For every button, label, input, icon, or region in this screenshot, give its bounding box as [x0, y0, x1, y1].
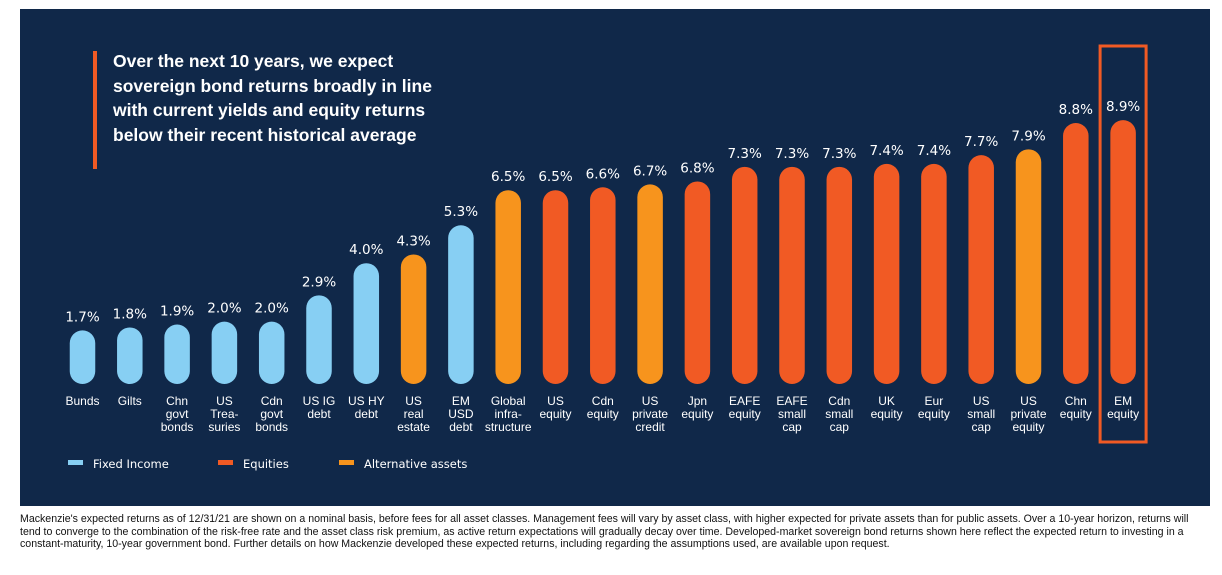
- value-label-eur-equity: 7.4%: [917, 143, 951, 159]
- chart-area: 1.7% Bunds 1.8% Gilts 1.9% Chn govt bonds 2.0% US…: [65, 44, 1148, 471]
- bar-chn-govt-bonds: [164, 324, 190, 384]
- value-label-cdn-equity: 6.6%: [586, 166, 620, 182]
- value-label-jpn-equity: 6.8%: [680, 160, 714, 176]
- value-label-global-infra-structure: 6.5%: [491, 169, 525, 185]
- category-label-us-equity: US equity: [539, 394, 571, 421]
- legend-swatch-fixed-income: [68, 460, 83, 465]
- value-label-gilts: 1.8%: [113, 306, 147, 322]
- value-label-cdn-govt-bonds: 2.0%: [255, 301, 289, 317]
- bar-eafe-equity: [731, 166, 758, 384]
- bar-us-real-estate: [400, 254, 427, 384]
- bar-us-trea-suries: [211, 321, 238, 384]
- category-label-us-real-estate: US real estate: [397, 394, 430, 434]
- headline-accent-bar: [93, 51, 97, 169]
- legend-swatch-alternative-assets: [339, 460, 354, 465]
- bar-us-hy-debt: [353, 263, 380, 384]
- bar-cdn-govt-bonds: [258, 321, 285, 384]
- category-label-us-trea-suries: US Trea-suries: [208, 394, 240, 434]
- footnote: Mackenzie's expected returns as of 12/31…: [20, 513, 1189, 551]
- value-label-em-usd-debt: 5.3%: [444, 204, 478, 220]
- value-label-eafe-equity: 7.3%: [728, 146, 762, 162]
- bar-em-usd-debt: [448, 225, 474, 384]
- value-label-bunds: 1.7%: [65, 309, 99, 325]
- legend-label-equities: Equities: [243, 457, 289, 471]
- value-label-us-hy-debt: 4.0%: [349, 242, 383, 258]
- category-label-em-usd-debt: EM USD debt: [448, 394, 474, 434]
- value-label-us-equity: 6.5%: [538, 169, 572, 185]
- value-label-eafe-small-cap: 7.3%: [775, 146, 809, 162]
- chart-panel: Over the next 10 years, we expect sovere…: [20, 9, 1210, 506]
- value-label-us-trea-suries: 2.0%: [207, 301, 241, 317]
- category-label-us-private-credit: US private credit: [632, 394, 668, 434]
- bar-em-equity: [1110, 120, 1136, 385]
- bar-uk-equity: [873, 163, 900, 384]
- value-label-us-real-estate: 4.3%: [396, 233, 430, 249]
- value-label-cdn-small-cap: 7.3%: [822, 146, 856, 162]
- bar-global-infra-structure: [495, 190, 521, 384]
- legend-label-fixed-income: Fixed Income: [93, 457, 169, 471]
- category-label-eafe-equity: EAFE equity: [729, 394, 761, 421]
- category-label-cdn-equity: Cdn equity: [587, 394, 619, 421]
- category-label-eafe-small-cap: EAFE small cap: [776, 394, 807, 434]
- category-label-us-ig-debt: US IG debt: [303, 394, 336, 421]
- category-label-jpn-equity: Jpn equity: [681, 394, 713, 421]
- value-label-us-ig-debt: 2.9%: [302, 274, 336, 290]
- category-label-global-infra-structure: Global infra-structure: [485, 394, 532, 434]
- highlight-box: [1098, 44, 1148, 444]
- value-label-chn-equity: 8.8%: [1059, 102, 1093, 118]
- category-label-em-equity: EM equity: [1107, 394, 1139, 421]
- category-label-us-hy-debt: US HY debt: [348, 394, 385, 421]
- bar-us-small-cap: [968, 155, 994, 384]
- category-label-gilts: Gilts: [118, 394, 142, 408]
- category-label-uk-equity: UK equity: [871, 394, 903, 421]
- value-label-us-private-equity: 7.9%: [1011, 128, 1045, 144]
- legend-swatch-equities: [218, 460, 233, 465]
- bar-us-private-credit: [637, 184, 663, 384]
- category-label-us-small-cap: US small cap: [967, 394, 995, 434]
- bar-bunds: [69, 330, 96, 384]
- legend-label-alternative-assets: Alternative assets: [364, 457, 467, 471]
- chart-headline: Over the next 10 years, we expect sovere…: [113, 51, 432, 145]
- value-label-uk-equity: 7.4%: [869, 143, 903, 159]
- bar-chn-equity: [1063, 123, 1089, 384]
- bar-us-equity: [542, 190, 569, 384]
- category-label-cdn-small-cap: Cdn small cap: [825, 394, 853, 434]
- category-label-chn-govt-bonds: Chn govt bonds: [161, 394, 194, 434]
- bar-gilts: [117, 327, 143, 384]
- bar-jpn-equity: [684, 181, 711, 384]
- category-label-us-private-equity: US private equity: [1010, 394, 1046, 434]
- category-label-cdn-govt-bonds: Cdn govt bonds: [255, 394, 288, 434]
- bar-cdn-equity: [590, 187, 616, 384]
- category-label-eur-equity: Eur equity: [918, 394, 950, 421]
- value-label-us-private-credit: 6.7%: [633, 163, 667, 179]
- bar-us-ig-debt: [306, 295, 332, 384]
- category-label-chn-equity: Chn equity: [1060, 394, 1092, 421]
- category-label-bunds: Bunds: [65, 394, 99, 408]
- bar-eur-equity: [921, 163, 947, 384]
- bar-eafe-small-cap: [779, 166, 805, 384]
- value-label-em-equity: 8.9%: [1106, 99, 1140, 115]
- value-label-chn-govt-bonds: 1.9%: [160, 304, 194, 320]
- value-label-us-small-cap: 7.7%: [964, 134, 998, 150]
- bar-cdn-small-cap: [826, 166, 853, 384]
- bar-us-private-equity: [1015, 149, 1042, 384]
